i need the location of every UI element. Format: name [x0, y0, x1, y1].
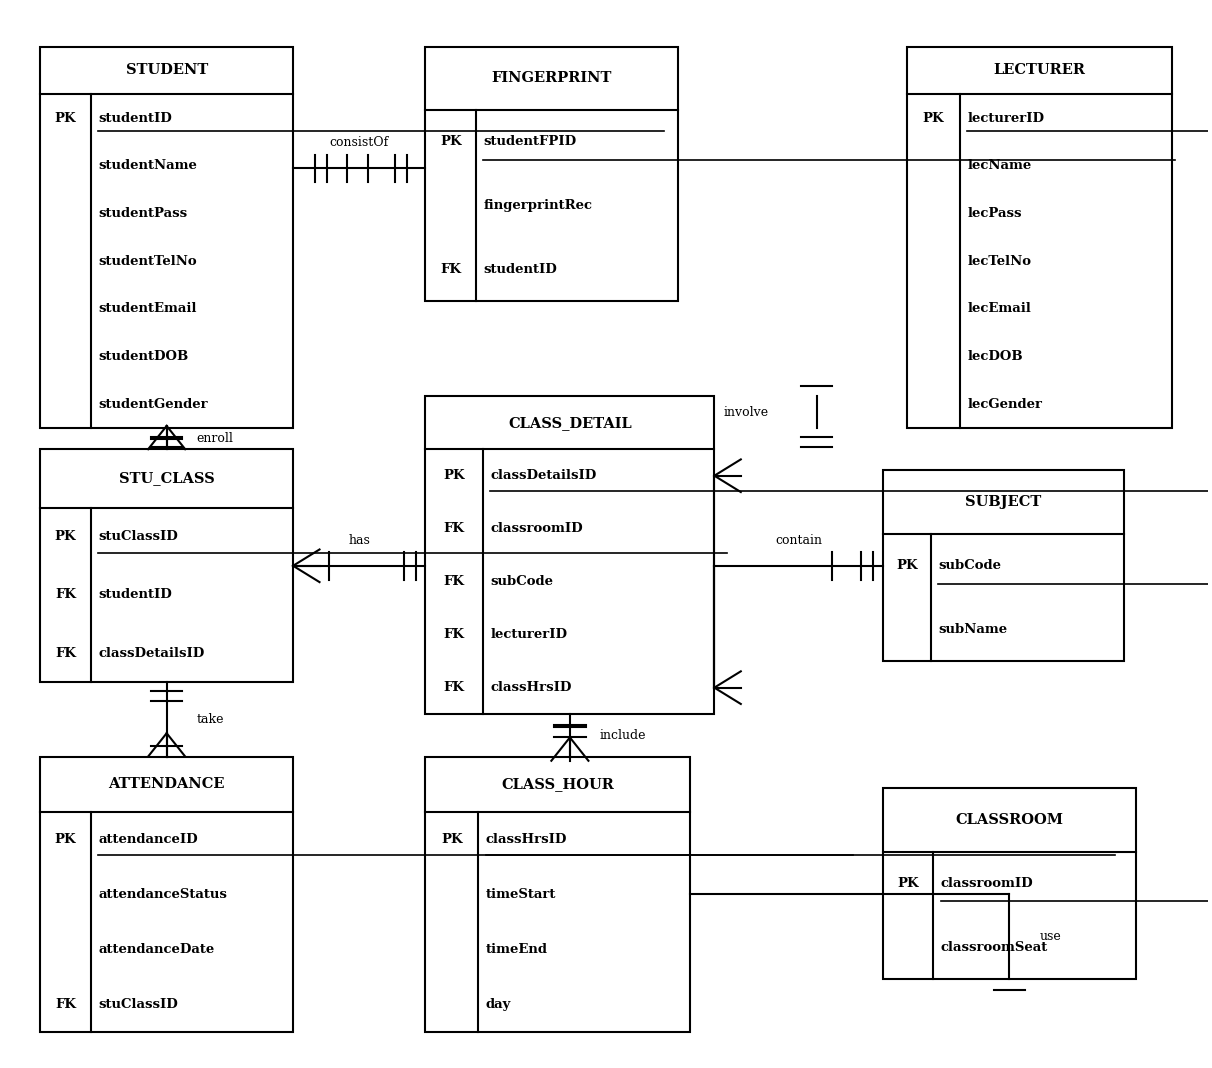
- Text: involve: involve: [724, 406, 768, 419]
- Text: studentID: studentID: [484, 263, 558, 276]
- Text: timeEnd: timeEnd: [486, 943, 548, 956]
- Text: lecName: lecName: [967, 159, 1031, 172]
- Text: studentGender: studentGender: [98, 397, 207, 411]
- Text: STUDENT: STUDENT: [126, 63, 207, 77]
- Text: CLASS_HOUR: CLASS_HOUR: [502, 778, 614, 791]
- Text: lecGender: lecGender: [967, 397, 1042, 411]
- Text: attendanceID: attendanceID: [98, 833, 198, 846]
- Text: CLASS_DETAIL: CLASS_DETAIL: [508, 415, 631, 429]
- Text: classroomSeat: classroomSeat: [941, 941, 1048, 954]
- Text: subName: subName: [938, 623, 1007, 635]
- Bar: [425, 396, 714, 714]
- Text: PK: PK: [441, 833, 463, 846]
- Text: lecTelNo: lecTelNo: [967, 254, 1031, 268]
- Text: subCode: subCode: [491, 576, 554, 588]
- Text: studentEmail: studentEmail: [98, 302, 196, 315]
- Text: studentFPID: studentFPID: [484, 136, 577, 148]
- Text: lecEmail: lecEmail: [967, 302, 1031, 315]
- Text: CLASSROOM: CLASSROOM: [955, 813, 1063, 827]
- Text: FK: FK: [440, 263, 462, 276]
- Text: attendanceDate: attendanceDate: [98, 943, 215, 956]
- Text: contain: contain: [776, 534, 822, 547]
- Text: LECTURER: LECTURER: [994, 63, 1085, 77]
- Text: ATTENDANCE: ATTENDANCE: [108, 778, 225, 791]
- Text: has: has: [348, 534, 370, 547]
- Text: studentDOB: studentDOB: [98, 350, 188, 363]
- Bar: [425, 47, 679, 301]
- Text: PK: PK: [55, 833, 76, 846]
- Text: FK: FK: [55, 588, 76, 601]
- Bar: [40, 756, 293, 1032]
- Text: PK: PK: [896, 560, 917, 572]
- Text: stuClassID: stuClassID: [98, 530, 178, 544]
- Text: SUBJECT: SUBJECT: [965, 496, 1041, 509]
- Text: PK: PK: [55, 530, 76, 544]
- Text: lecturerID: lecturerID: [491, 628, 567, 641]
- Text: include: include: [600, 728, 646, 742]
- Text: FK: FK: [55, 647, 76, 660]
- Text: FK: FK: [55, 998, 76, 1011]
- Text: STU_CLASS: STU_CLASS: [119, 471, 215, 485]
- Text: FK: FK: [444, 681, 465, 694]
- Text: FK: FK: [444, 522, 465, 535]
- Text: PK: PK: [55, 111, 76, 125]
- Text: FK: FK: [444, 576, 465, 588]
- Text: classDetailsID: classDetailsID: [491, 469, 596, 483]
- Text: classHrsID: classHrsID: [486, 833, 567, 846]
- Text: classroomID: classroomID: [941, 877, 1034, 891]
- Bar: [907, 47, 1172, 428]
- Text: classDetailsID: classDetailsID: [98, 647, 205, 660]
- Text: PK: PK: [440, 136, 462, 148]
- Text: enroll: enroll: [196, 433, 234, 445]
- Text: lecDOB: lecDOB: [967, 350, 1023, 363]
- Text: use: use: [1040, 930, 1060, 943]
- Text: timeStart: timeStart: [486, 888, 556, 900]
- Bar: [425, 756, 691, 1032]
- Text: studentTelNo: studentTelNo: [98, 254, 196, 268]
- Text: consistOf: consistOf: [330, 137, 389, 150]
- Text: studentID: studentID: [98, 111, 172, 125]
- Text: day: day: [486, 998, 511, 1011]
- Text: PK: PK: [897, 877, 919, 891]
- Text: subCode: subCode: [938, 560, 1001, 572]
- Text: FK: FK: [444, 628, 465, 641]
- Text: classroomID: classroomID: [491, 522, 583, 535]
- Text: lecPass: lecPass: [967, 207, 1022, 220]
- Text: fingerprintRec: fingerprintRec: [484, 199, 593, 213]
- Text: FINGERPRINT: FINGERPRINT: [492, 72, 612, 85]
- Text: stuClassID: stuClassID: [98, 998, 178, 1011]
- Text: studentID: studentID: [98, 588, 172, 601]
- Bar: [882, 470, 1124, 661]
- Text: lecturerID: lecturerID: [967, 111, 1044, 125]
- Text: studentPass: studentPass: [98, 207, 187, 220]
- Text: PK: PK: [922, 111, 944, 125]
- Text: studentName: studentName: [98, 159, 196, 172]
- Text: PK: PK: [444, 469, 465, 483]
- Text: classHrsID: classHrsID: [491, 681, 572, 694]
- Bar: [40, 450, 293, 682]
- Bar: [40, 47, 293, 428]
- Text: attendanceStatus: attendanceStatus: [98, 888, 227, 900]
- Bar: [882, 788, 1136, 979]
- Text: take: take: [196, 713, 224, 726]
